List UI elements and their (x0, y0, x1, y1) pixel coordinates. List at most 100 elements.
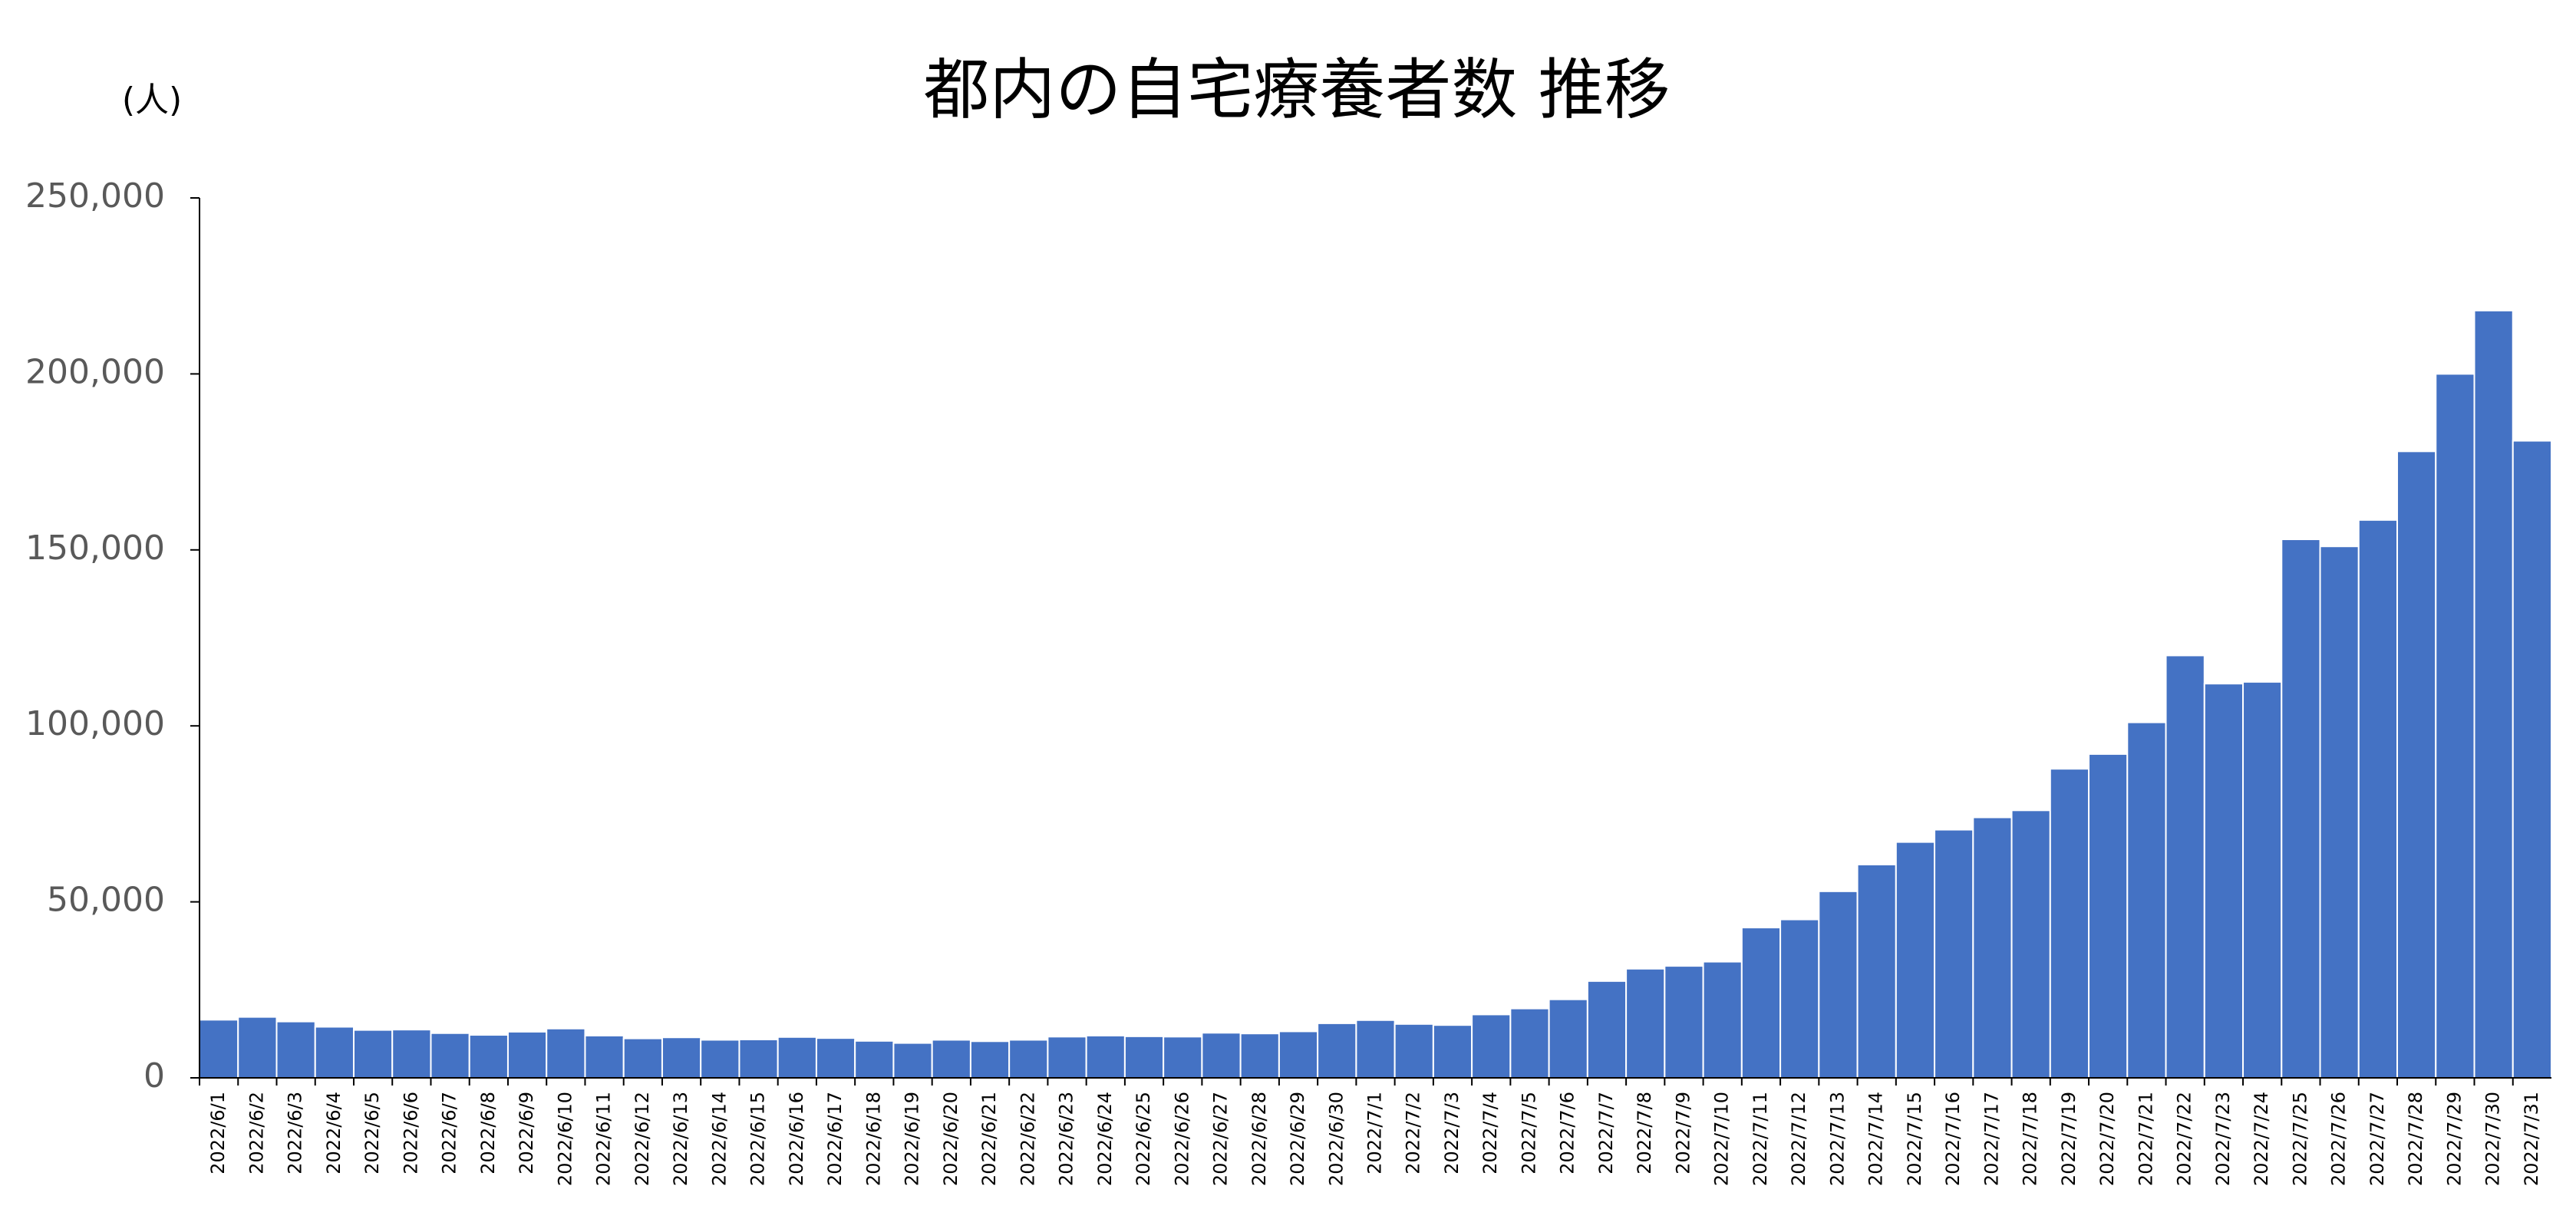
x-tick-label: 2022/6/25 (1133, 1092, 1154, 1186)
x-tick-label: 2022/6/10 (554, 1092, 576, 1186)
bar (777, 1036, 817, 1079)
x-tick-label: 2022/6/14 (708, 1092, 730, 1186)
x-tick-label: 2022/7/19 (2058, 1092, 2080, 1186)
bar (1856, 863, 1897, 1079)
x-tick-label: 2022/7/8 (1634, 1092, 1655, 1175)
bar (1123, 1035, 1165, 1079)
bar (1163, 1036, 1203, 1079)
bar (430, 1032, 470, 1079)
bar (275, 1020, 316, 1079)
x-tick-label: 2022/6/26 (1171, 1092, 1192, 1186)
x-tick-label: 2022/7/5 (1518, 1092, 1539, 1175)
bar (1740, 927, 1782, 1079)
bar (546, 1027, 586, 1079)
x-tick-label: 2022/6/15 (747, 1092, 769, 1186)
bar (2165, 654, 2205, 1079)
bar (237, 1016, 278, 1079)
x-tick-label: 2022/7/23 (2212, 1092, 2234, 1186)
x-tick-label: 2022/7/20 (2096, 1092, 2118, 1186)
bar (2126, 721, 2167, 1079)
x-tick-label: 2022/7/2 (1403, 1092, 1424, 1175)
bar (622, 1037, 663, 1079)
x-tick-label: 2022/6/22 (1017, 1092, 1038, 1186)
bar (199, 1019, 239, 1079)
bar (1047, 1036, 1087, 1079)
x-tick-label: 2022/7/25 (2289, 1092, 2310, 1186)
bar (1394, 1023, 1434, 1079)
bar (391, 1029, 432, 1079)
bar (1586, 980, 1628, 1079)
x-tick-label: 2022/6/29 (1287, 1092, 1308, 1186)
x-tick-label: 2022/7/28 (2405, 1092, 2426, 1186)
x-tick-label: 2022/6/2 (246, 1092, 267, 1175)
bar (1239, 1033, 1280, 1079)
x-tick-label: 2022/6/21 (978, 1092, 1000, 1186)
bar (314, 1026, 355, 1079)
bar (584, 1034, 625, 1079)
bar (1355, 1019, 1396, 1079)
bar (1509, 1007, 1550, 1079)
bar (815, 1037, 856, 1079)
x-tick-label: 2022/7/3 (1441, 1092, 1463, 1175)
x-tick-label: 2022/7/17 (1981, 1092, 2002, 1186)
y-tick-label: 0 (143, 1056, 165, 1095)
bar (468, 1034, 509, 1079)
x-tick-label: 2022/6/30 (1325, 1092, 1347, 1186)
y-tick-label: 50,000 (47, 881, 165, 920)
bar (2010, 809, 2051, 1079)
x-tick-label: 2022/6/5 (361, 1092, 383, 1175)
bar (1934, 829, 1974, 1079)
chart-title: 都内の自宅療養者数 推移 (923, 51, 1670, 128)
x-tick-label: 2022/6/9 (516, 1092, 537, 1175)
bar (1317, 1022, 1357, 1079)
bar (1972, 816, 2013, 1079)
bar (2473, 309, 2514, 1079)
x-tick-label: 2022/7/1 (1364, 1092, 1386, 1175)
x-tick-label: 2022/6/4 (323, 1092, 345, 1175)
bar (2049, 768, 2090, 1079)
x-tick-label: 2022/6/7 (439, 1092, 460, 1175)
bar (1201, 1032, 1242, 1079)
x-tick-label: 2022/7/4 (1479, 1092, 1501, 1175)
bar (700, 1039, 740, 1079)
x-tick-label: 2022/7/9 (1672, 1092, 1694, 1175)
bar (1625, 967, 1666, 1079)
x-tick-label: 2022/7/13 (1826, 1092, 1848, 1186)
bar (2319, 545, 2360, 1079)
x-tick-label: 2022/7/6 (1557, 1092, 1578, 1175)
bar (2088, 753, 2129, 1079)
x-tick-label: 2022/6/17 (824, 1092, 846, 1186)
x-tick-label: 2022/6/6 (400, 1092, 421, 1175)
x-tick-label: 2022/6/3 (285, 1092, 306, 1175)
bar (1895, 841, 1936, 1079)
x-tick-label: 2022/7/27 (2367, 1092, 2388, 1186)
bar (1008, 1039, 1049, 1079)
x-tick-label: 2022/6/1 (207, 1092, 229, 1175)
x-tick-label: 2022/7/22 (2174, 1092, 2195, 1186)
x-tick-label: 2022/7/26 (2328, 1092, 2350, 1186)
bar (1471, 1013, 1512, 1079)
bar (2396, 450, 2437, 1079)
x-tick-label: 2022/6/12 (632, 1092, 653, 1186)
bar (352, 1029, 394, 1079)
bar (1085, 1034, 1126, 1079)
bar (1779, 918, 1820, 1079)
y-tick-label: 200,000 (25, 352, 165, 391)
bar (2435, 373, 2475, 1079)
x-tick-label: 2022/7/16 (1942, 1092, 1964, 1186)
x-tick-label: 2022/7/14 (1865, 1092, 1887, 1186)
y-tick-label: 150,000 (25, 529, 165, 568)
y-tick-label: 250,000 (25, 176, 165, 216)
x-tick-label: 2022/6/16 (786, 1092, 807, 1186)
x-tick-label: 2022/6/8 (477, 1092, 499, 1175)
x-tick-label: 2022/6/27 (1210, 1092, 1232, 1186)
y-axis-label: (人) (122, 81, 182, 120)
x-tick-label: 2022/6/19 (902, 1092, 923, 1186)
x-tick-label: 2022/7/7 (1595, 1092, 1617, 1175)
bar (854, 1039, 895, 1079)
x-tick-label: 2022/7/11 (1750, 1092, 1771, 1186)
x-tick-label: 2022/6/23 (1056, 1092, 1077, 1186)
bar (2512, 440, 2553, 1079)
bar (931, 1039, 971, 1079)
